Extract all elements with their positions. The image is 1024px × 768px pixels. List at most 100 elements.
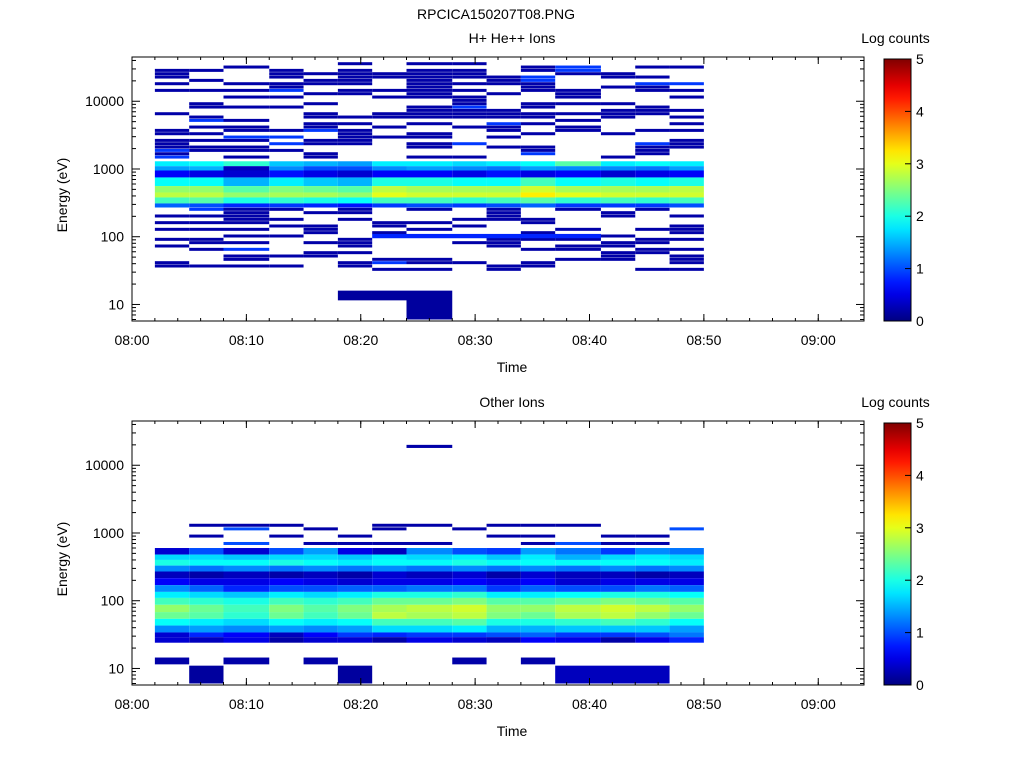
heatmap-cell	[154, 612, 190, 619]
heatmap-cell	[269, 82, 304, 86]
heatmap-cell	[189, 604, 224, 613]
heatmap-cell	[406, 145, 453, 149]
heatmap-cell	[452, 192, 487, 198]
heatmap-cell	[269, 166, 304, 171]
heatmap-cell	[452, 161, 487, 167]
heatmap-cell	[600, 177, 636, 187]
heatmap-cell	[337, 237, 373, 241]
heatmap-cell	[520, 186, 556, 193]
heatmap-cell	[406, 571, 453, 579]
heatmap-cell	[452, 604, 487, 613]
heatmap-cell	[372, 618, 407, 626]
heatmap-cell	[600, 604, 636, 613]
heatmap-cell	[452, 186, 487, 193]
heatmap-cell	[669, 231, 704, 235]
heatmap-cell	[269, 135, 304, 139]
heatmap-cell	[189, 241, 224, 245]
heatmap-cell	[486, 170, 521, 178]
heatmap-cell	[372, 231, 407, 235]
heatmap-cell	[635, 251, 670, 255]
heatmap-cell	[337, 92, 373, 96]
heatmap-cell	[223, 241, 270, 245]
heatmap-cell	[337, 578, 373, 586]
heatmap-cell	[520, 166, 556, 171]
heatmap-cell	[337, 217, 373, 221]
heatmap-cell	[154, 578, 190, 586]
heatmap-cell	[600, 214, 636, 218]
heatmap-cell	[452, 102, 487, 106]
heatmap-cell	[372, 257, 407, 261]
heatmap-cell	[669, 585, 704, 592]
heatmap-cell	[486, 197, 521, 204]
heatmap-cell	[269, 604, 304, 613]
colorbar	[883, 58, 912, 322]
heatmap-cell	[452, 142, 487, 146]
heatmap-cell	[223, 192, 270, 198]
heatmap-cell	[154, 186, 190, 193]
heatmap-cell	[452, 108, 487, 112]
heatmap-cell	[223, 148, 270, 152]
heatmap-cell	[189, 148, 224, 152]
heatmap-cell	[520, 102, 556, 106]
heatmap-cell	[189, 197, 224, 204]
heatmap-cell	[600, 211, 636, 215]
heatmap-cell	[669, 257, 704, 261]
heatmap-cell	[337, 135, 373, 139]
heatmap-cell	[372, 565, 407, 572]
heatmap-cell	[600, 591, 636, 598]
heatmap-cell	[269, 534, 304, 538]
heatmap-cell	[486, 612, 521, 619]
heatmap-cell	[303, 82, 338, 86]
heatmap-cell	[337, 632, 373, 638]
heatmap-cell	[372, 637, 407, 643]
colorbar-tick-label: 5	[916, 415, 924, 431]
heatmap-cell	[635, 65, 670, 69]
heatmap-cell	[555, 161, 601, 167]
heatmap-cell	[600, 108, 636, 112]
heatmap-cell	[406, 75, 453, 79]
heatmap-cell	[555, 72, 601, 76]
heatmap-cell	[520, 554, 556, 560]
heatmap-cell	[520, 541, 556, 545]
heatmap-cell	[303, 657, 338, 665]
heatmap-cell	[189, 207, 224, 211]
heatmap-cell	[555, 578, 601, 586]
heatmap-cell	[452, 68, 487, 72]
heatmap-cell	[406, 186, 453, 193]
heatmap-cell	[269, 554, 304, 560]
heatmap-cell	[337, 88, 373, 92]
heatmap-cell	[223, 657, 270, 665]
heatmap-cell	[600, 534, 636, 538]
heatmap-cell	[223, 217, 270, 221]
heatmap-cell	[303, 632, 338, 638]
heatmap-cell	[154, 264, 190, 268]
heatmap-cell	[600, 554, 636, 560]
heatmap-cell	[520, 264, 556, 268]
heatmap-cell	[372, 197, 407, 204]
heatmap-cell	[223, 155, 270, 159]
heatmap-cell	[154, 82, 190, 86]
heatmap-cell	[154, 591, 190, 598]
heatmap-cell	[337, 261, 373, 265]
heatmap-cell	[223, 548, 270, 555]
heatmap-cell	[189, 145, 224, 149]
heatmap-cell	[269, 612, 304, 619]
heatmap-cell	[452, 88, 487, 92]
heatmap-cell	[486, 186, 521, 193]
colorbar-tick-label: 2	[916, 208, 924, 224]
heatmap-cell	[452, 585, 487, 592]
heatmap-cell	[269, 234, 304, 238]
heatmap-cell	[223, 65, 270, 69]
heatmap-cell	[269, 217, 304, 221]
heatmap-cell	[486, 548, 521, 555]
heatmap-cell	[189, 115, 224, 119]
heatmap-cell	[303, 224, 338, 228]
heatmap-cell	[555, 65, 601, 69]
heatmap-cell	[154, 170, 190, 178]
heatmap-cell	[452, 155, 487, 159]
heatmap-cell	[189, 170, 224, 178]
heatmap-cell	[406, 227, 453, 231]
heatmap-cell	[337, 618, 373, 626]
heatmap-cell	[303, 102, 338, 106]
heatmap-cell	[269, 148, 304, 152]
